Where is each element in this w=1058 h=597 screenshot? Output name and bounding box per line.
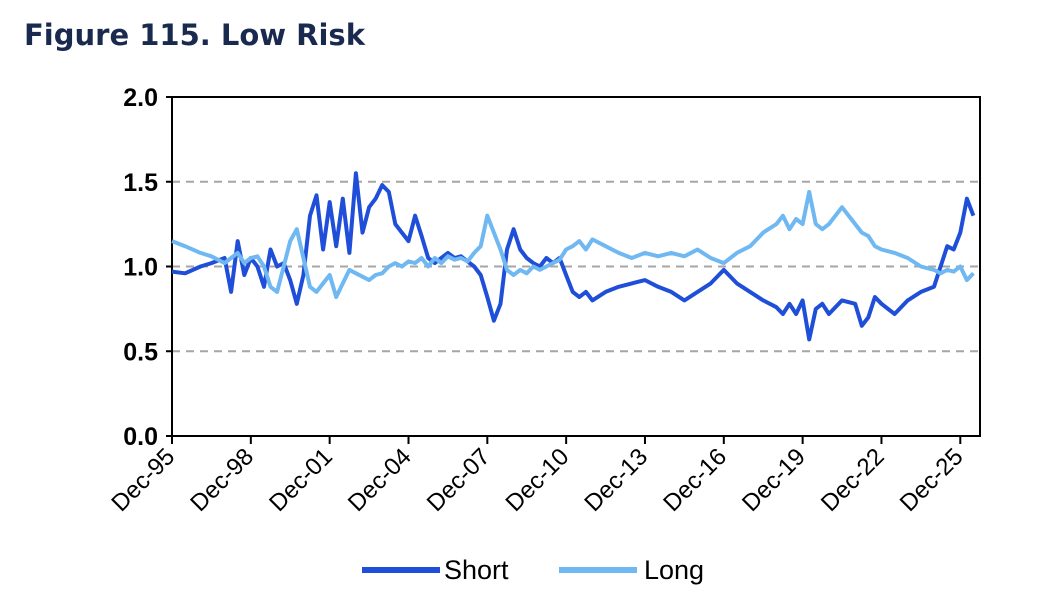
series-line-long	[171, 189, 975, 299]
y-tick-label: 1.0	[123, 254, 158, 282]
legend-label-long: Long	[644, 555, 704, 585]
x-tick-label: Dec-25	[895, 443, 969, 517]
x-tick-label: Dec-04	[343, 443, 417, 517]
y-tick-label: 0.5	[123, 338, 158, 366]
x-tick-label: Dec-19	[737, 443, 811, 517]
x-tick-label: Dec-16	[658, 443, 732, 517]
gridlines	[172, 180, 980, 353]
figure-title: Figure 115. Low Risk	[24, 18, 365, 52]
x-axis-ticks: Dec-95 Dec-98 Dec-01 Dec-04 Dec-07 Dec-10 Dec-…	[106, 436, 969, 517]
y-tick-label: 1.5	[123, 169, 158, 197]
series-lines	[171, 171, 976, 342]
x-tick-label: Dec-10	[501, 443, 575, 517]
x-tick-label: Dec-13	[579, 443, 653, 517]
legend-label-short: Short	[444, 555, 509, 585]
legend: Short Long	[362, 555, 704, 585]
x-tick-label: Dec-95	[106, 443, 180, 517]
x-tick-label: Dec-22	[816, 443, 890, 517]
y-tick-label: 2.0	[123, 84, 158, 112]
y-tick-label: 0.0	[123, 423, 158, 451]
y-axis-ticks: 0.0 0.5 1.0 1.5 2.0	[123, 84, 172, 451]
x-tick-label: Dec-07	[422, 443, 496, 517]
series-line-short	[171, 171, 976, 342]
x-tick-label: Dec-98	[185, 443, 259, 517]
x-tick-label: Dec-01	[264, 443, 338, 517]
